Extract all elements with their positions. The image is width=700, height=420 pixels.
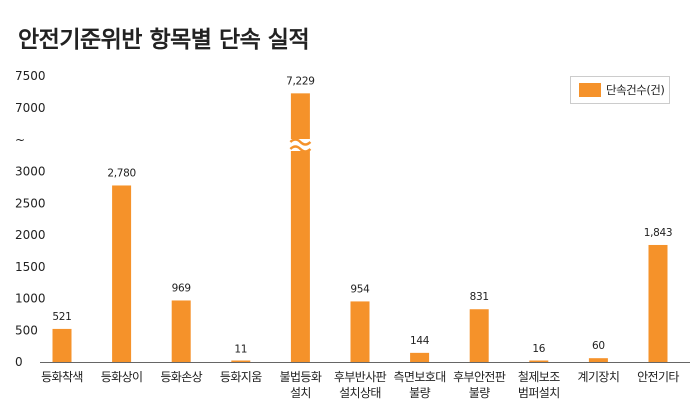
value-label-8: 16 bbox=[532, 343, 545, 355]
legend: 단속건수(건) bbox=[570, 76, 670, 104]
legend-label: 단속건수(건) bbox=[606, 83, 665, 97]
value-label-7: 831 bbox=[470, 291, 489, 303]
y-tick-label-6: 3000 bbox=[15, 165, 46, 179]
bar-4 bbox=[290, 93, 310, 363]
y-tick-label-5: 2500 bbox=[15, 196, 46, 210]
bar-1 bbox=[112, 185, 132, 362]
bar-8 bbox=[529, 360, 549, 362]
x-tick-label-9: 계기장치 bbox=[578, 370, 620, 384]
x-tick-label-0: 등화착색 bbox=[41, 370, 83, 384]
x-tick-label-2: 등화손상 bbox=[160, 370, 202, 384]
y-tick-label-8: 7000 bbox=[15, 101, 46, 115]
bar-9 bbox=[588, 358, 608, 362]
x-tick-label-4: 불법등화 설치 bbox=[280, 370, 322, 400]
x-tick-label-8: 철제보조 범퍼설치 bbox=[518, 370, 560, 400]
value-label-1: 2,780 bbox=[107, 167, 136, 179]
y-tick-label-1: 500 bbox=[15, 323, 38, 337]
chart-title: 안전기준위반 항목별 단속 실적 bbox=[18, 27, 310, 53]
value-label-6: 144 bbox=[410, 335, 430, 347]
value-labels: 521 2,780 969 11 7,229 954 144 831 16 60 1,843 bbox=[52, 75, 672, 355]
y-axis-ticks: 0 500 1000 1500 2000 2500 3000 ~7000 7500 bbox=[15, 69, 46, 369]
bar-7 bbox=[469, 309, 489, 362]
axis-break-wave-bottom bbox=[289, 145, 312, 153]
axis-break-wave-top bbox=[289, 138, 312, 146]
x-tick-label-6: 측면보호대 불량 bbox=[393, 370, 445, 400]
axis-break-gap bbox=[289, 139, 311, 151]
value-label-0: 521 bbox=[52, 311, 71, 323]
x-tick-label-5: 후부반사판 설치상태 bbox=[334, 370, 387, 400]
bar-5 bbox=[350, 301, 370, 362]
axis-break-mark bbox=[289, 138, 312, 153]
y-tick-label-9: 7500 bbox=[15, 69, 46, 83]
y-tick-label-2: 1000 bbox=[15, 292, 46, 306]
bar-2 bbox=[171, 300, 191, 362]
value-label-3: 11 bbox=[234, 343, 247, 355]
value-label-10: 1,843 bbox=[644, 227, 673, 239]
value-label-5: 954 bbox=[350, 283, 370, 295]
legend-swatch bbox=[579, 83, 601, 97]
y-tick-label-4: 2000 bbox=[15, 228, 46, 242]
bar-3 bbox=[231, 360, 251, 362]
x-tick-label-7: 후부안전판 불량 bbox=[453, 370, 506, 400]
value-label-4: 7,229 bbox=[286, 75, 315, 87]
x-tick-label-1: 등화상이 bbox=[101, 370, 143, 384]
bar-series bbox=[52, 93, 668, 363]
bar-6 bbox=[410, 352, 430, 362]
x-tick-label-10: 안전기타 bbox=[637, 370, 679, 384]
bar-0 bbox=[52, 328, 72, 362]
value-label-2: 969 bbox=[172, 282, 191, 294]
x-tick-label-3: 등화지움 bbox=[220, 370, 262, 384]
y-tick-label-0: 0 bbox=[15, 355, 23, 369]
bar-10 bbox=[648, 244, 668, 362]
value-label-9: 60 bbox=[592, 340, 605, 352]
y-tick-label-3: 1500 bbox=[15, 260, 46, 274]
y-tick-label-7: ~ bbox=[15, 133, 25, 147]
